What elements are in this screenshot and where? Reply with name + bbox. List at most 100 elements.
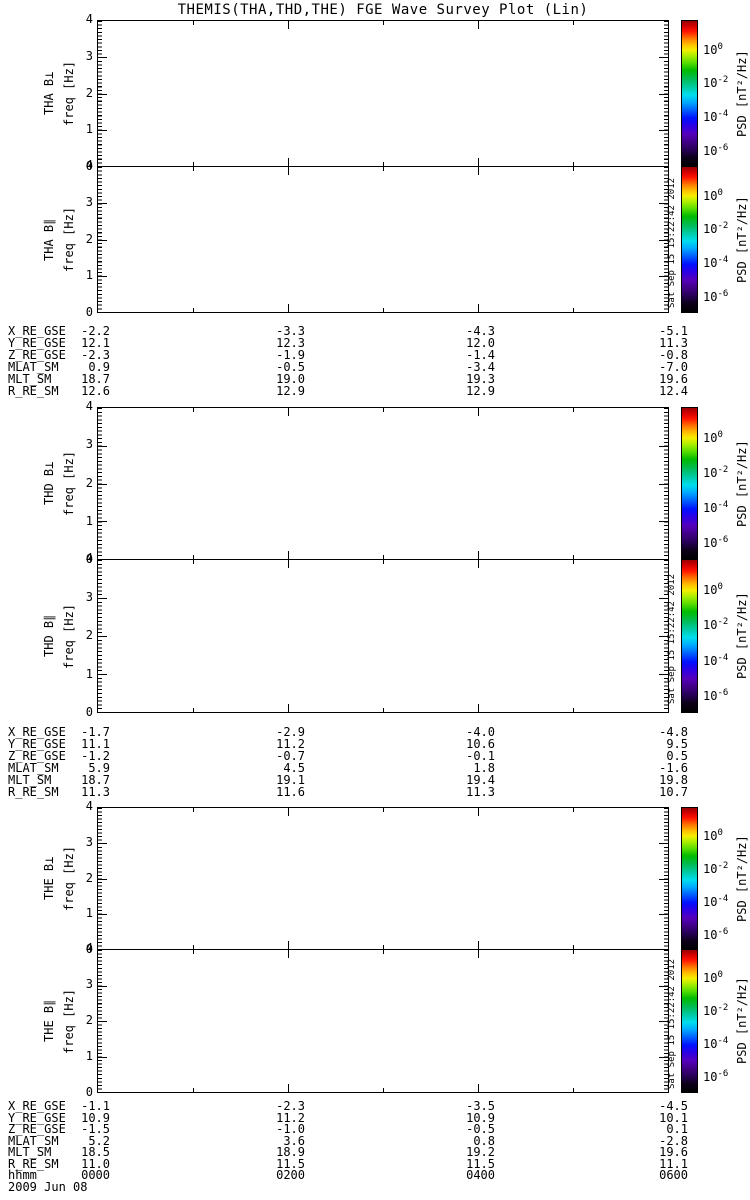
- ephemeris-value: 19.8: [659, 773, 688, 787]
- ephemeris-value: -1.1: [81, 1099, 110, 1113]
- y-major-tick: [98, 203, 107, 205]
- y-tick-label: 3: [85, 437, 93, 452]
- ephemeris-value: 0.8: [473, 1133, 495, 1148]
- x-minor-tick: [193, 408, 194, 412]
- freq-axis-label: freq [Hz]: [62, 988, 76, 1054]
- ephemeris-value: 19.1: [276, 773, 305, 787]
- colorbar-gradient: [681, 807, 698, 950]
- colorbar-gradient: [681, 166, 698, 313]
- x-minor-tick: [572, 308, 574, 312]
- ephemeris-value: 10.9: [466, 1110, 495, 1125]
- ephemeris-value: 10.6: [466, 737, 495, 751]
- y-major-tick: [98, 93, 107, 95]
- x-minor-tick: [572, 950, 574, 954]
- colorbar-gradient: [681, 559, 698, 713]
- ephemeris-value: -1.2: [81, 749, 110, 763]
- x-minor-tick: [383, 308, 384, 312]
- y-major-tick: [98, 674, 107, 675]
- freq-axis-label: freq [Hz]: [62, 60, 76, 127]
- x-major-tick: [478, 167, 479, 175]
- x-minor-tick: [193, 1088, 194, 1092]
- x-minor-tick: [193, 555, 194, 559]
- ephemeris-value: 5.2: [88, 1133, 110, 1148]
- panel-label: THD B⊥: [42, 461, 56, 506]
- y-major-tick: [98, 878, 107, 880]
- ephemeris-value: -0.5: [276, 360, 305, 374]
- ephemeris-value: 11.0: [81, 1156, 110, 1171]
- colorbar-tick-label: 10-2: [703, 617, 729, 633]
- x-major-tick: [287, 551, 289, 559]
- colorbar-tick-label: 10-4: [703, 1036, 729, 1052]
- timestamp-label: Sat Sep 15 15:22:42 2012: [667, 177, 677, 308]
- panel-box: [97, 559, 669, 713]
- ephemeris-value: -2.2: [81, 324, 110, 338]
- ephemeris-value: -2.3: [81, 348, 110, 362]
- ephemeris-value: -2.8: [659, 1133, 688, 1148]
- x-minor-tick: [383, 808, 384, 812]
- y-major-tick: [98, 483, 107, 485]
- ephemeris-row-label: X_RE_GSE: [8, 725, 66, 739]
- x-major-tick: [478, 21, 479, 29]
- x-major-tick: [478, 1084, 479, 1092]
- y-tick-label: 0: [85, 1085, 93, 1099]
- y-major-tick: [98, 521, 107, 523]
- time-tick-label: 0600: [659, 1168, 688, 1182]
- y-tick-label: 0: [85, 159, 93, 173]
- x-major-tick: [478, 408, 479, 416]
- y-major-tick: [659, 275, 668, 277]
- x-minor-tick: [193, 162, 194, 166]
- y-major-tick: [98, 598, 107, 599]
- panel-label: THE B⊥: [42, 856, 56, 901]
- x-major-tick: [478, 950, 479, 958]
- ephemeris-value: 19.4: [466, 773, 495, 787]
- ephemeris-value: -5.1: [659, 324, 688, 338]
- y-major-tick: [659, 57, 668, 59]
- ephemeris-row-label: Z_RE_GSE: [8, 348, 66, 362]
- x-major-tick: [287, 408, 289, 416]
- colorbar-tick-label: 10-6: [703, 535, 729, 551]
- x-minor-tick: [193, 308, 194, 312]
- y-major-tick: [659, 674, 668, 675]
- ephemeris-row-label: MLT_SM: [8, 1145, 52, 1159]
- x-minor-tick: [193, 808, 194, 812]
- y-major-tick: [98, 1056, 107, 1058]
- ephemeris-value: -4.8: [659, 725, 688, 739]
- ephemeris-value: 18.7: [81, 773, 110, 787]
- y-tick-label: 2: [85, 870, 93, 885]
- panel-label: THA B∥: [42, 218, 56, 261]
- timestamp-label: Sat Sep 15 15:22:42 2012: [667, 958, 677, 1090]
- freq-axis-label: freq [Hz]: [62, 845, 76, 912]
- y-tick-label: 1: [85, 906, 93, 921]
- psd-axis-label: PSD [nT²/Hz]: [735, 977, 749, 1065]
- ephemeris-value: 11.6: [276, 785, 305, 799]
- ephemeris-value: 1.8: [473, 761, 495, 775]
- ephemeris-row-label: R_RE_SM: [8, 785, 59, 799]
- colorbar-tick-label: 100: [703, 187, 723, 203]
- colorbar-tick-label: 10-4: [703, 500, 729, 516]
- x-major-tick: [287, 304, 289, 312]
- ephemeris-value: 19.3: [466, 372, 495, 386]
- freq-axis-label: freq [Hz]: [62, 206, 76, 273]
- y-tick-label: 3: [85, 589, 93, 604]
- ephemeris-value: 12.9: [276, 384, 305, 398]
- x-minor-tick: [572, 945, 574, 949]
- colorbar-tick-label: 10-2: [703, 1003, 729, 1019]
- ephemeris-value: -7.0: [659, 360, 688, 374]
- y-major-tick: [659, 483, 668, 485]
- ephemeris-value: 12.9: [466, 384, 495, 398]
- ephemeris-value: 11.2: [276, 1110, 305, 1125]
- ephemeris-value: -1.4: [466, 348, 495, 362]
- panel-label: THD B∥: [42, 614, 56, 658]
- x-minor-tick: [572, 560, 574, 564]
- colorbar-tick-label: 10-6: [703, 143, 729, 159]
- ephemeris-row-label: R_RE_SM: [8, 1156, 59, 1171]
- x-minor-tick: [193, 167, 194, 171]
- ephemeris-row-label: MLAT_SM: [8, 761, 59, 775]
- ephemeris-value: 4.5: [283, 761, 305, 775]
- ephemeris-value: 18.9: [276, 1145, 305, 1159]
- psd-axis-label: PSD [nT²/Hz]: [735, 440, 749, 527]
- y-major-tick: [659, 521, 668, 523]
- x-minor-tick: [383, 408, 384, 412]
- x-major-tick: [287, 560, 289, 568]
- y-tick-label: 3: [85, 977, 93, 991]
